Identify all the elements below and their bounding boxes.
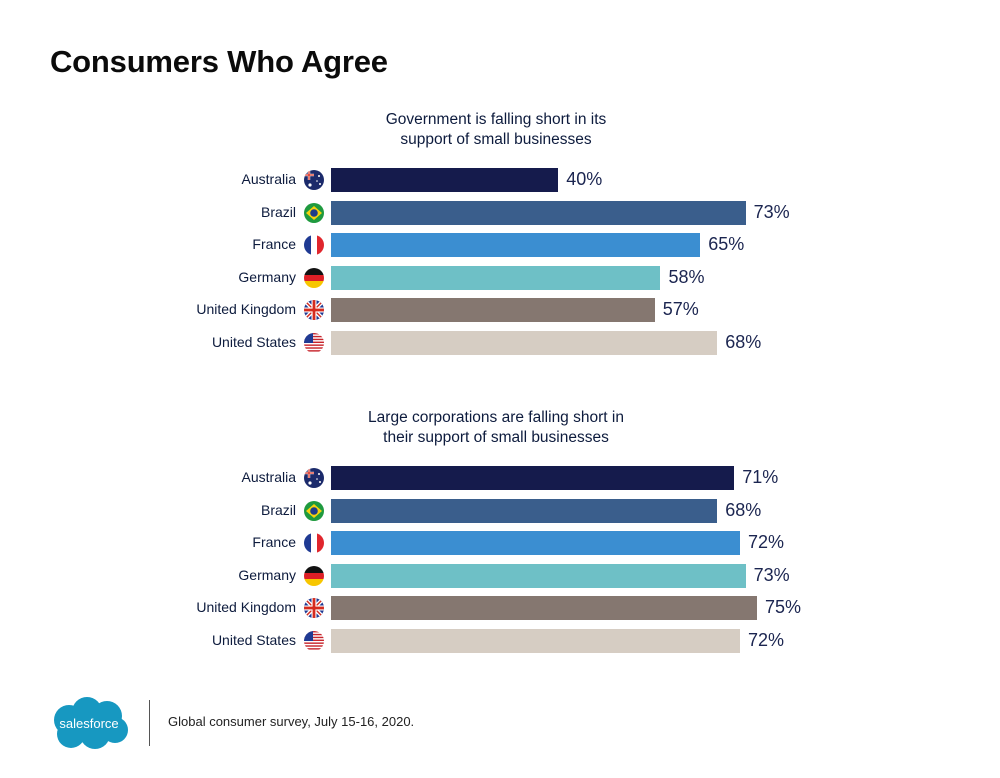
bar-united-states xyxy=(331,331,718,355)
footer-note: Global consumer survey, July 15-16, 2020… xyxy=(168,714,415,729)
value-label-germany: 58% xyxy=(668,266,705,287)
chart-title-line-2: support of small businesses xyxy=(400,131,592,148)
country-label-brazil: Brazil xyxy=(260,501,296,518)
brazil-flag-icon xyxy=(304,202,324,223)
bar-australia xyxy=(331,168,559,192)
bar-row-germany: Germany 73% xyxy=(0,563,1000,588)
bar-row-australia: Australia 71% xyxy=(0,466,1000,490)
bar-australia xyxy=(331,466,735,490)
value-label-australia: 40% xyxy=(566,169,603,189)
france-flag-icon xyxy=(304,533,324,554)
country-label-france: France xyxy=(252,534,296,551)
value-label-germany: 73% xyxy=(753,564,790,585)
bar-row-france: France 65% xyxy=(0,233,1000,258)
germany-flag-icon xyxy=(304,267,324,288)
chart-title: Large corporations are falling short in … xyxy=(300,408,692,448)
chart-title-line-2: their support of small businesses xyxy=(383,429,609,446)
united-kingdom-flag-icon xyxy=(304,300,324,321)
page-title: Consumers Who Agree xyxy=(50,44,388,79)
australia-flag-icon xyxy=(304,170,324,190)
country-label-france: France xyxy=(252,236,296,253)
united-states-flag-icon xyxy=(304,333,324,353)
united-kingdom-flag-icon xyxy=(304,598,324,619)
bar-united-states xyxy=(331,629,740,653)
value-label-brazil: 73% xyxy=(753,201,790,222)
value-label-united-kingdom: 57% xyxy=(662,299,699,320)
country-label-australia: Australia xyxy=(241,171,296,187)
australia-flag-icon xyxy=(304,468,324,488)
country-label-australia: Australia xyxy=(241,469,296,485)
bar-brazil xyxy=(331,200,746,225)
united-states-flag-icon xyxy=(304,631,324,651)
bar-germany xyxy=(331,265,661,290)
bar-row-france: France 72% xyxy=(0,531,1000,556)
salesforce-logo: salesforce xyxy=(47,694,131,752)
value-label-united-states: 72% xyxy=(747,630,784,650)
germany-flag-icon xyxy=(304,565,324,586)
bar-brazil xyxy=(331,498,718,523)
bar-united-kingdom xyxy=(331,596,757,621)
bar-germany xyxy=(331,563,746,588)
value-label-brazil: 68% xyxy=(725,499,762,520)
bar-france xyxy=(331,531,740,556)
france-flag-icon xyxy=(304,235,324,256)
country-label-united-states: United States xyxy=(211,632,296,648)
country-label-united-kingdom: United Kingdom xyxy=(196,599,296,616)
bar-france xyxy=(331,233,701,258)
country-label-brazil: Brazil xyxy=(260,203,296,220)
brazil-flag-icon xyxy=(304,500,324,521)
chart-title-line-1: Large corporations are falling short in xyxy=(368,409,624,426)
country-label-germany: Germany xyxy=(238,566,296,583)
value-label-france: 72% xyxy=(747,532,784,553)
bar-row-united-kingdom: United Kingdom 75% xyxy=(0,596,1000,621)
country-label-germany: Germany xyxy=(238,268,296,285)
value-label-united-kingdom: 75% xyxy=(765,597,802,618)
bar-row-brazil: Brazil 68% xyxy=(0,498,1000,523)
country-label-united-kingdom: United Kingdom xyxy=(196,301,296,318)
value-label-france: 65% xyxy=(708,234,745,255)
bar-row-brazil: Brazil 73% xyxy=(0,200,1000,225)
value-label-australia: 71% xyxy=(742,467,779,487)
country-label-united-states: United States xyxy=(211,334,296,350)
chart-title: Government is falling short in its suppo… xyxy=(300,110,692,150)
value-label-united-states: 68% xyxy=(725,332,762,352)
salesforce-logo-text: salesforce xyxy=(59,716,118,731)
bar-row-australia: Australia 40% xyxy=(0,168,1000,192)
bar-row-germany: Germany 58% xyxy=(0,265,1000,290)
footer-divider xyxy=(149,700,150,746)
bar-row-united-states: United States 68% xyxy=(0,331,1000,355)
chart-title-line-1: Government is falling short in its xyxy=(385,111,607,128)
bar-row-united-states: United States 72% xyxy=(0,629,1000,653)
bar-united-kingdom xyxy=(331,298,655,323)
bar-row-united-kingdom: United Kingdom 57% xyxy=(0,298,1000,323)
